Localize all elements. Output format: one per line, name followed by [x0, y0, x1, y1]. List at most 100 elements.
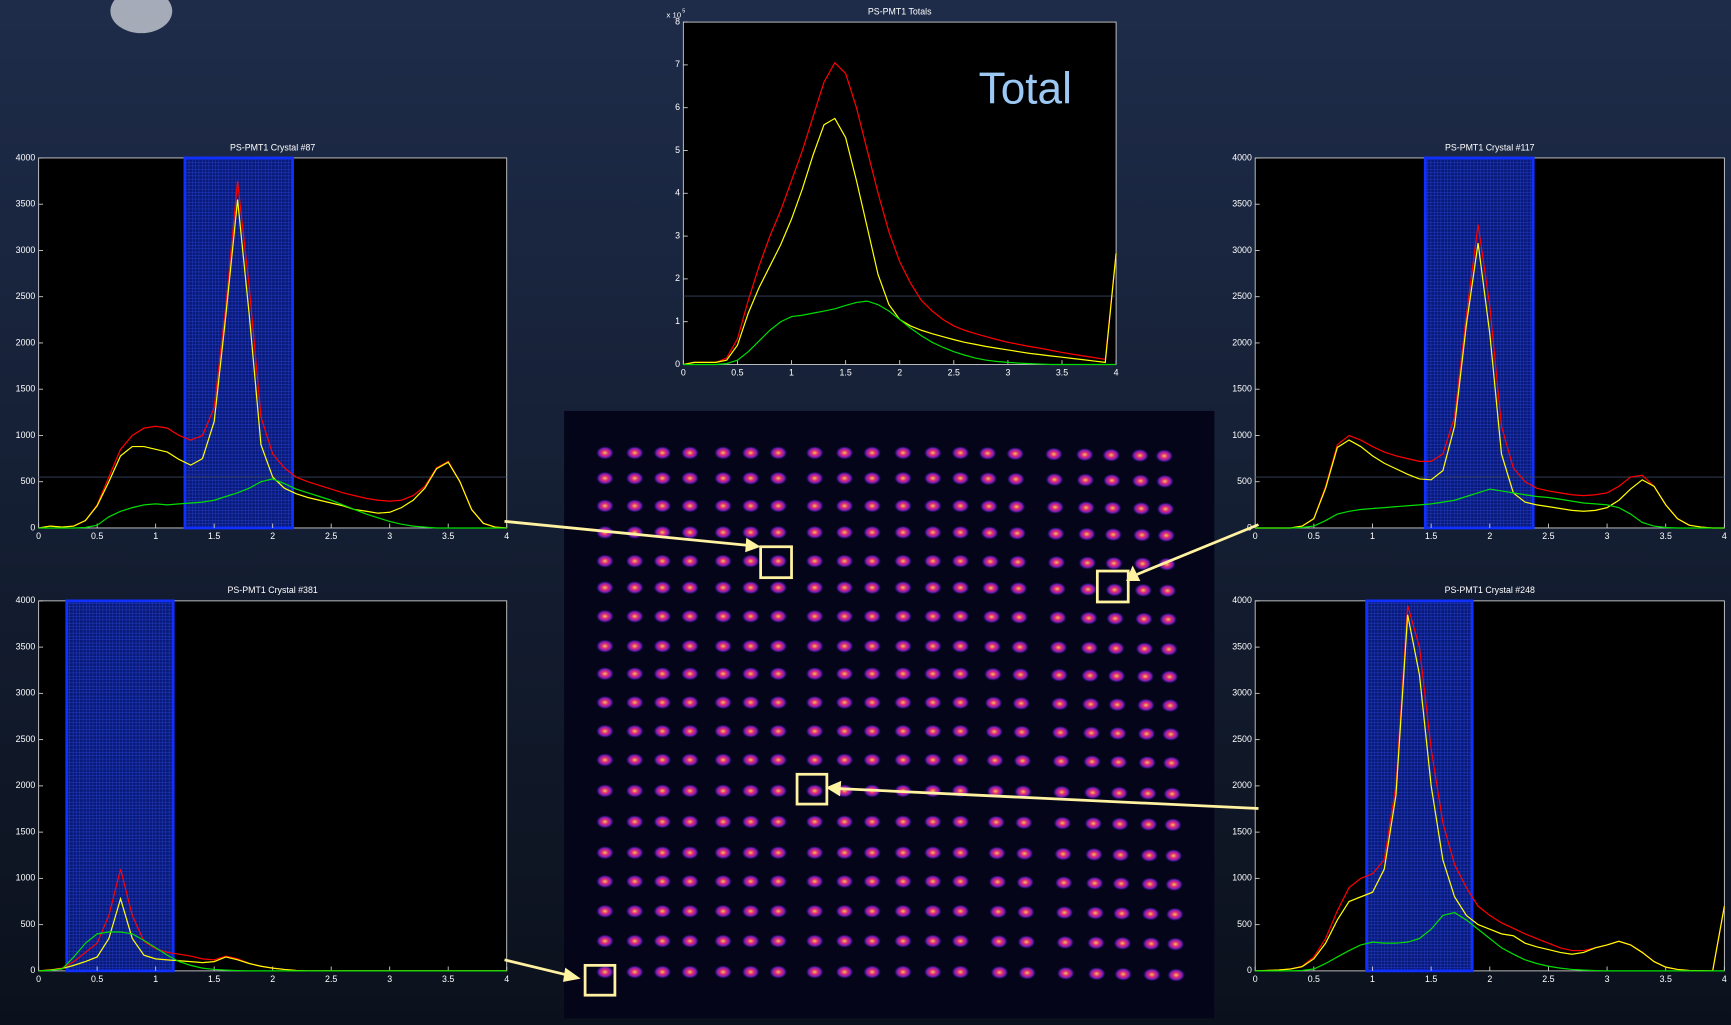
x-tick-label: 3.5 — [1660, 974, 1672, 984]
crystal-spot — [596, 965, 614, 978]
x-tick-label: 3.5 — [442, 531, 454, 541]
crystal-spot — [863, 934, 881, 947]
crystal-spot — [863, 526, 881, 539]
crystal-spot — [979, 472, 997, 485]
x-tick-label: 1 — [153, 974, 158, 984]
crystal-spot — [654, 965, 672, 978]
y-tick-label: 7 — [675, 59, 680, 69]
crystal-spot — [596, 581, 614, 594]
x-tick-label: 2 — [270, 974, 275, 984]
crystal-spot — [1078, 528, 1096, 541]
crystal-spot — [1053, 786, 1071, 799]
crystal-spot — [924, 640, 942, 653]
crystal-spot — [654, 696, 672, 709]
crystal-spot — [714, 905, 732, 918]
crystal-spot — [681, 696, 699, 709]
x-tick-label: 4 — [504, 531, 509, 541]
crystal-spot — [1160, 643, 1178, 656]
x-tick-label: 2.5 — [1542, 531, 1554, 541]
crystal-spot — [952, 815, 970, 828]
crystal-spot — [894, 554, 912, 567]
crystal-spot — [681, 905, 699, 918]
crystal-spot — [714, 696, 732, 709]
crystal-spot — [1006, 447, 1024, 460]
crystal-spot — [894, 499, 912, 512]
y-tick-label: 3500 — [16, 641, 36, 651]
crystal-spot — [1143, 968, 1161, 981]
crystal-spot — [714, 815, 732, 828]
crystal-spot — [626, 667, 644, 680]
crystal-spot — [806, 446, 824, 459]
x-tick-label: 3 — [1005, 368, 1010, 378]
crystal-spot — [863, 472, 881, 485]
crystal-spot — [654, 784, 672, 797]
crystal-spot — [836, 696, 854, 709]
crystal-spot — [952, 526, 970, 539]
crystal-spot — [836, 815, 854, 828]
y-tick-label: 2500 — [16, 734, 36, 744]
crystal-spot — [769, 875, 787, 888]
crystal-spot — [1054, 847, 1072, 860]
crystal-spot — [952, 875, 970, 888]
y-tick-label: 2500 — [16, 291, 36, 301]
crystal-spot — [681, 581, 699, 594]
y-tick-label: 3 — [675, 230, 680, 240]
crystal-spot — [1011, 640, 1029, 653]
crystal-spot — [714, 784, 732, 797]
crystal-spot — [863, 965, 881, 978]
crystal-spot — [714, 446, 732, 459]
crystal-spot — [836, 472, 854, 485]
y-tick-label: 2000 — [1232, 780, 1252, 790]
crystal-spot — [1137, 699, 1155, 712]
crystal-spot — [714, 554, 732, 567]
crystal-spot — [596, 499, 614, 512]
crystal-spot — [863, 554, 881, 567]
crystal-spot — [806, 753, 824, 766]
x-tick-label: 3 — [387, 974, 392, 984]
y-tick-label: 1500 — [1232, 384, 1252, 394]
crystal-spot — [894, 446, 912, 459]
crystal-spot — [681, 725, 699, 738]
crystal-spot — [1076, 448, 1094, 461]
crystal-spot — [714, 472, 732, 485]
crystal-spot — [952, 446, 970, 459]
crystal-spot — [626, 905, 644, 918]
x-tick-label: 0.5 — [1308, 531, 1320, 541]
crystal-spot — [894, 965, 912, 978]
crystal-spot — [1048, 582, 1066, 595]
y-tick-label: 1 — [675, 316, 680, 326]
crystal-spot — [1077, 501, 1095, 514]
crystal-spot — [1087, 936, 1105, 949]
crystal-spot — [806, 875, 824, 888]
crystal-spot — [952, 472, 970, 485]
crystal-spot — [1013, 725, 1031, 738]
crystal-spot — [863, 610, 881, 623]
crystal-spot — [742, 875, 760, 888]
crystal-spot — [626, 815, 644, 828]
y-scale-exponent: 5 — [682, 8, 685, 14]
y-tick-label: 2000 — [16, 337, 36, 347]
crystal-spot — [894, 725, 912, 738]
crystal-spot — [626, 472, 644, 485]
crystal-spot — [836, 526, 854, 539]
crystal-spot — [1008, 527, 1026, 540]
y-tick-label: 1500 — [16, 384, 36, 394]
crystal-spot — [989, 905, 1007, 918]
crystal-spot — [1139, 787, 1157, 800]
crystal-spot — [681, 875, 699, 888]
x-tick-label: 1.5 — [1425, 974, 1437, 984]
crystal-spot — [742, 815, 760, 828]
energy-window — [1367, 601, 1473, 971]
y-tick-label: 2500 — [1232, 291, 1252, 301]
y-tick-label: 4 — [675, 188, 680, 198]
crystal-spot — [626, 875, 644, 888]
crystal-spot — [742, 965, 760, 978]
crystal-spot — [769, 965, 787, 978]
crystal-spot — [952, 725, 970, 738]
crystal-spot — [1104, 528, 1122, 541]
crystal-spot — [596, 846, 614, 859]
crystal-spot — [863, 815, 881, 828]
x-tick-label: 0.5 — [1308, 974, 1320, 984]
y-tick-label: 5 — [675, 145, 680, 155]
crystal-spot — [742, 725, 760, 738]
